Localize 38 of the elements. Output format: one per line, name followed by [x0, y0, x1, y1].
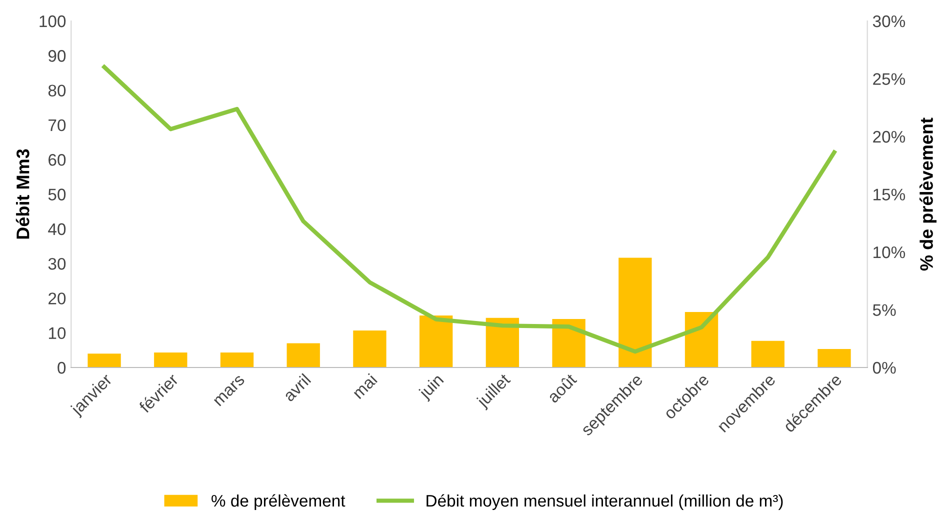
y-tick-label: 20 [48, 292, 66, 304]
y-tick-label: 50 [48, 188, 66, 200]
y-tick-label: 70 [48, 119, 66, 132]
y2-tick-label: 30% [872, 15, 906, 28]
bar [286, 343, 320, 368]
y-tick-label: 90 [48, 50, 66, 62]
y-tick-label: 10 [48, 327, 66, 340]
bar [220, 352, 254, 368]
y-tick-label: 60 [48, 154, 66, 166]
bar [419, 316, 453, 368]
y2-tick-label: 10% [874, 246, 906, 258]
x-tick-label: juin [417, 373, 446, 402]
legend-label: Débit moyen mensuel interannuel (million de m³) [426, 494, 783, 510]
y2-tick-label: 25% [873, 73, 906, 85]
y-tick-label: 0 [58, 362, 66, 374]
bar [353, 330, 386, 368]
y-tick-label: 30 [48, 258, 66, 270]
y-tick-label: 80 [48, 84, 66, 97]
bar [154, 352, 188, 368]
bar [552, 318, 586, 368]
y2-tick-label: 5% [872, 304, 896, 316]
bar [88, 354, 121, 368]
y-axis-title: Débit Mm3 [16, 149, 30, 239]
bar [486, 318, 520, 368]
line-series [102, 65, 836, 354]
bar [818, 349, 851, 368]
y2-axis-title: % de prélèvement [920, 118, 937, 271]
y2-tick-label: 0% [872, 362, 896, 374]
bar [751, 340, 784, 368]
y2-tick-label: 20% [873, 130, 906, 143]
bar [618, 258, 652, 368]
legend-label: % de prélèvement [212, 494, 346, 510]
x-tick-label: août [546, 372, 578, 404]
y-tick-label: 100 [40, 15, 66, 28]
y-tick-label: 40 [48, 223, 66, 236]
bar [684, 312, 718, 368]
y2-tick-label: 15% [874, 188, 906, 200]
x-tick-label: mai [352, 373, 378, 400]
